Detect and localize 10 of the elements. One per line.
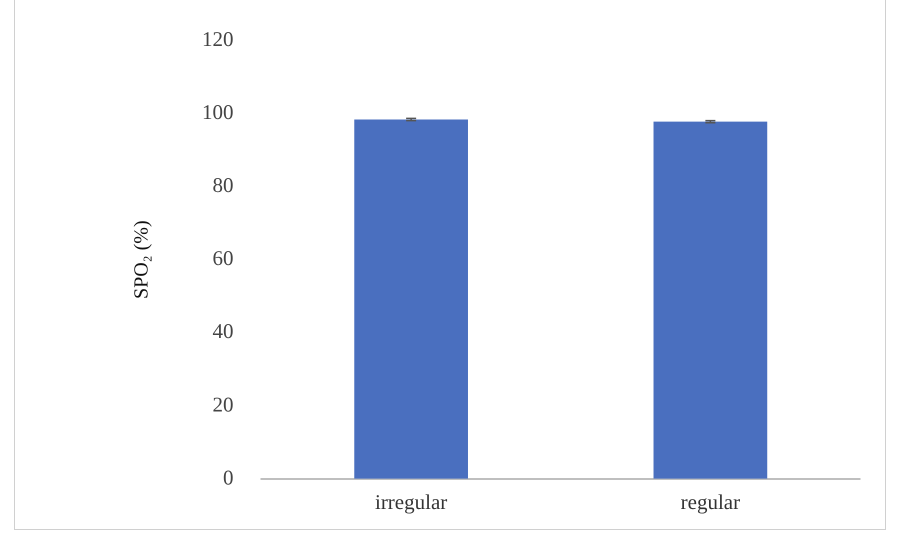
y-tick-label: 100 [202, 100, 234, 124]
y-tick-label: 20 [212, 392, 234, 416]
y-tick-label: 40 [212, 319, 234, 344]
y-tick-label: 120 [202, 27, 234, 52]
x-tick-label: regular [680, 490, 740, 514]
y-tick-label: 0 [223, 465, 234, 490]
y-axis-title: SPO₂ (%) [130, 220, 152, 300]
y-tick-label: 80 [212, 173, 234, 198]
y-tick-label: 60 [212, 246, 234, 270]
x-tick-label: irregular [374, 490, 448, 514]
